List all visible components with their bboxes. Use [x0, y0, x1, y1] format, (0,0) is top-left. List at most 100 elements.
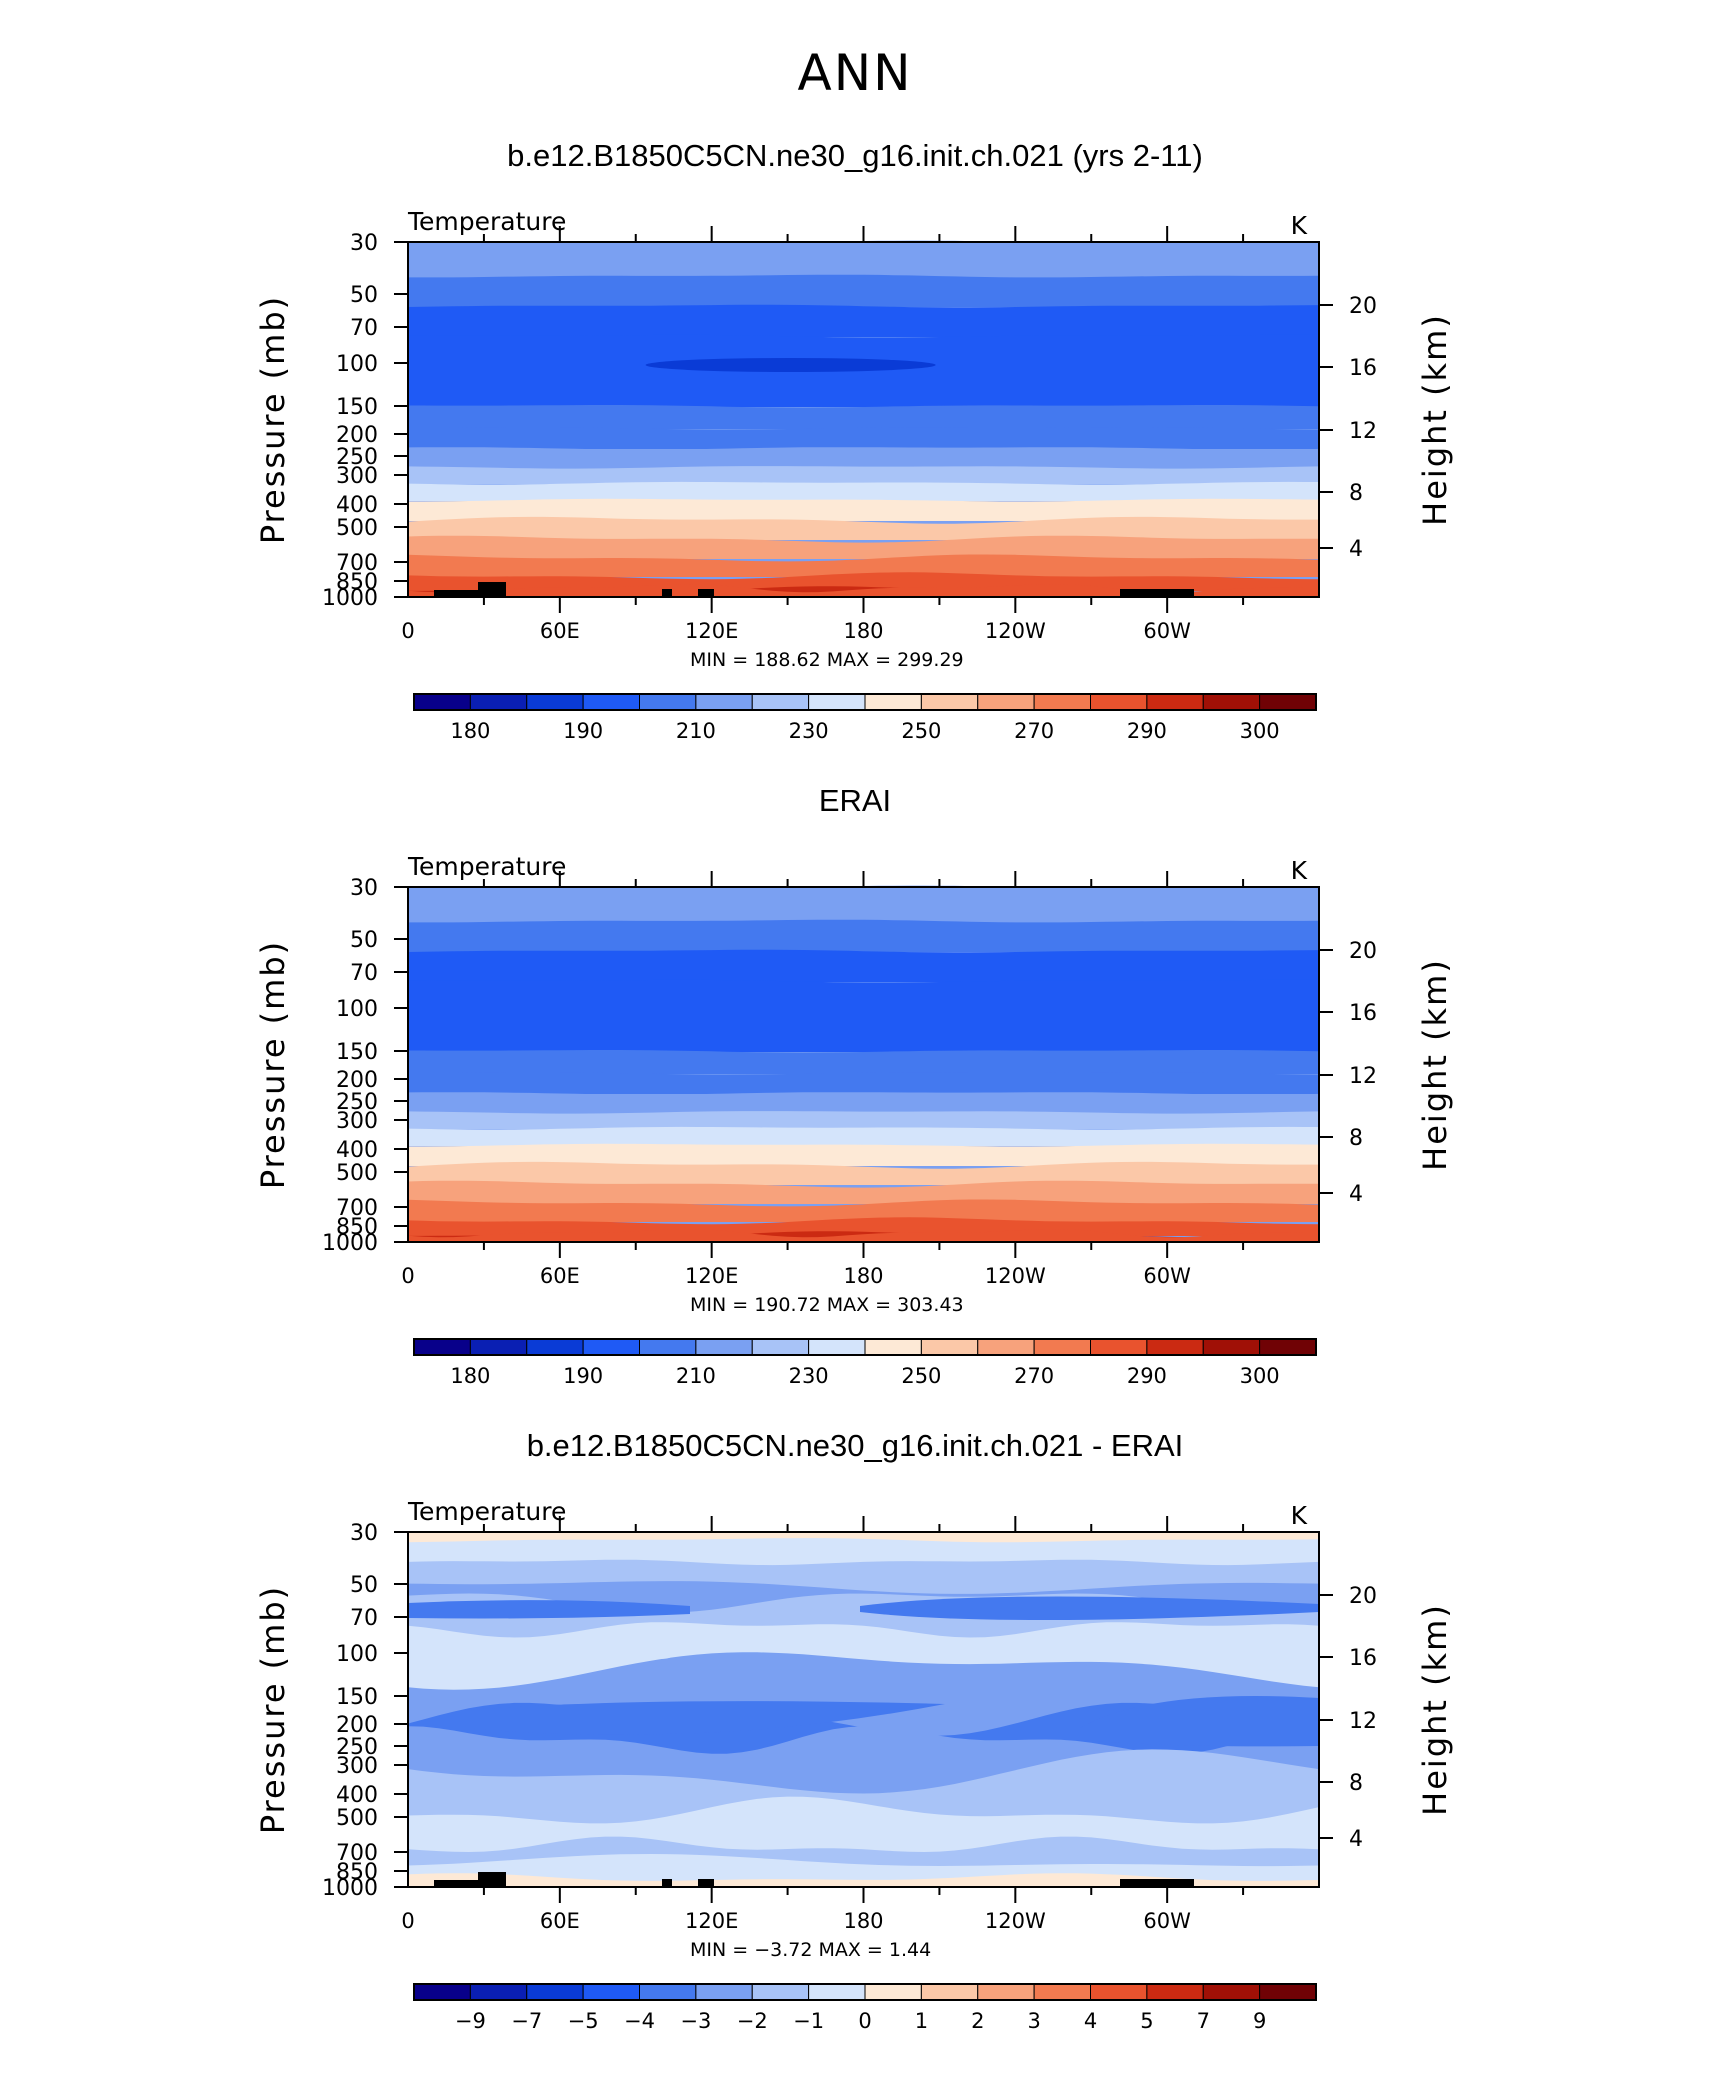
- colorbar-swatch: [1202, 1983, 1261, 2001]
- colorbar-swatch: [639, 1338, 697, 1356]
- stats-label: MIN = 188.62 MAX = 299.29: [690, 649, 964, 671]
- plot-area: [407, 885, 1320, 1243]
- y-tick-label: 850: [336, 1215, 378, 1240]
- topography-mask: [662, 1879, 672, 1887]
- contour-band: [408, 1199, 1319, 1222]
- contour-band: [408, 1161, 1319, 1185]
- y-tick-label: 1000: [322, 1231, 378, 1256]
- stats-label: MIN = −3.72 MAX = 1.44: [690, 1939, 931, 1961]
- colorbar-swatch: [582, 1983, 640, 2001]
- variable-label: Temperature: [407, 207, 566, 236]
- y-tick-label: 200: [336, 423, 378, 448]
- panel-model: b.e12.B1850C5CN.ne30_g16.init.ch.021 (yr…: [0, 138, 1710, 758]
- panel-plot: Temperature K0 60E 120E 180 120W 60W3050701001…: [254, 1497, 1454, 2033]
- colorbar-label: 300: [1240, 1364, 1280, 1388]
- colorbar-swatch: [1146, 1338, 1204, 1356]
- y-tick-label: 30: [350, 231, 378, 256]
- contour-band: [408, 1600, 690, 1619]
- contour-band: [645, 358, 936, 372]
- colorbar: 180 190 210 230 250 270 290 300: [413, 1338, 1317, 1388]
- y-tick-label: 300: [336, 1109, 378, 1134]
- colorbar-swatch: [526, 1983, 584, 2001]
- y-tick-label: 250: [336, 1735, 378, 1760]
- height-tick-label: 8: [1349, 481, 1363, 506]
- colorbar-label: −7: [511, 2009, 542, 2033]
- x-tick-label: 180: [843, 1264, 883, 1288]
- colorbar-swatch: [1033, 1983, 1091, 2001]
- y-axis-right-title: Height (km): [1416, 313, 1454, 526]
- colorbar-label: 230: [789, 719, 829, 743]
- colorbar-swatch: [751, 1338, 810, 1356]
- y-tick-label: 250: [336, 1090, 378, 1115]
- y-tick-label: 500: [336, 516, 378, 541]
- y-tick-label: 1000: [322, 1876, 378, 1901]
- colorbar-label: 2: [971, 2009, 984, 2033]
- colorbar-swatch: [413, 1338, 471, 1356]
- colorbar-label: 7: [1197, 2009, 1210, 2033]
- colorbar-swatch: [695, 1338, 753, 1356]
- y-tick-label: 700: [336, 1196, 378, 1221]
- contour-band: [648, 1653, 672, 1659]
- y-tick-label: 100: [336, 352, 378, 377]
- colorbar-label: 9: [1253, 2009, 1266, 2033]
- topography-mask: [662, 589, 672, 597]
- colorbar-label: 210: [676, 719, 716, 743]
- x-tick-label: 120E: [685, 619, 738, 643]
- topography-mask: [434, 1880, 504, 1887]
- y-tick-label: 500: [336, 1806, 378, 1831]
- colorbar-label: 230: [789, 1364, 829, 1388]
- contour-band: [408, 1050, 1319, 1074]
- contour-band: [408, 885, 1319, 922]
- contour-band: [408, 466, 1319, 484]
- x-tick-label: 60E: [540, 1909, 580, 1933]
- colorbar-swatch: [920, 693, 979, 711]
- contour-band: [408, 1143, 1319, 1166]
- colorbar-swatch: [977, 693, 1035, 711]
- y-tick-label: 30: [350, 876, 378, 901]
- colorbar-swatch: [864, 693, 922, 711]
- height-tick-label: 12: [1349, 1064, 1377, 1089]
- contour-band: [408, 535, 1319, 559]
- x-tick-label: 120W: [985, 619, 1046, 643]
- colorbar-swatch: [695, 1983, 753, 2001]
- colorbar-swatch: [808, 1983, 866, 2001]
- colorbar-label: 300: [1240, 719, 1280, 743]
- colorbar-label: 250: [901, 719, 941, 743]
- y-tick-label: 400: [336, 1138, 378, 1163]
- colorbar-swatch: [751, 1983, 810, 2001]
- contour-band: [408, 447, 1319, 468]
- colorbar-label: −5: [568, 2009, 599, 2033]
- topography-mask: [1120, 589, 1194, 597]
- colorbar-swatch: [469, 693, 528, 711]
- colorbar-swatch: [864, 1338, 922, 1356]
- y-tick-label: 1000: [322, 586, 378, 611]
- height-tick-label: 4: [1349, 1827, 1363, 1852]
- contour-band: [408, 304, 1319, 337]
- y-tick-label: 700: [336, 551, 378, 576]
- colorbar-label: 1: [915, 2009, 928, 2033]
- y-axis-title: Pressure (mb): [254, 295, 292, 544]
- panel-plot: Temperature K0 60E 120E 180 120W 60W3050701001…: [254, 207, 1454, 743]
- y-tick-label: 300: [336, 1754, 378, 1779]
- plot-area: [407, 1531, 1320, 1888]
- x-tick-label: 0: [401, 1909, 414, 1933]
- y-tick-label: 70: [350, 1606, 378, 1631]
- colorbar-swatch: [977, 1983, 1035, 2001]
- height-tick-label: 4: [1349, 1182, 1363, 1207]
- y-tick-label: 70: [350, 316, 378, 341]
- colorbar-swatch: [920, 1983, 979, 2001]
- contour-band: [408, 274, 1319, 307]
- y-tick-label: 150: [336, 1040, 378, 1065]
- colorbar-swatch: [808, 1338, 866, 1356]
- colorbar: 180 190 210 230 250 270 290 300: [413, 693, 1317, 743]
- y-tick-label: 700: [336, 1841, 378, 1866]
- height-tick-label: 8: [1349, 1126, 1363, 1151]
- x-tick-label: 120E: [685, 1909, 738, 1933]
- contour-band: [408, 1126, 1319, 1146]
- colorbar-swatch: [864, 1983, 922, 2001]
- units-label: K: [1291, 1501, 1308, 1530]
- contour-band: [408, 949, 1319, 982]
- colorbar-swatch: [1090, 1983, 1148, 2001]
- contour-band: [470, 1701, 945, 1735]
- y-tick-label: 150: [336, 395, 378, 420]
